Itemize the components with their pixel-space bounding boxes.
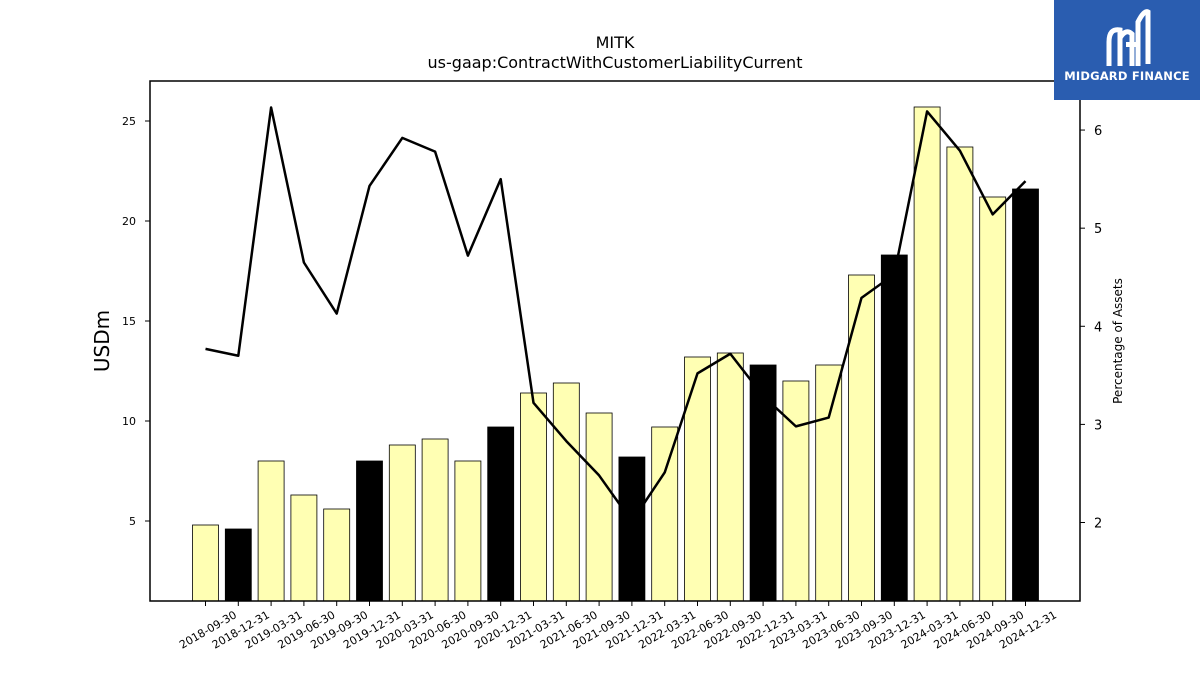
- y2-tick-label: 6: [1094, 124, 1102, 139]
- bar: [913, 106, 941, 602]
- bar: [848, 274, 875, 602]
- bar: [552, 382, 580, 602]
- bar: [290, 494, 318, 602]
- y-axis-label: USDm: [90, 310, 114, 372]
- chart-subtitle: us-gaap:ContractWithCustomerLiabilityCur…: [428, 53, 803, 72]
- logo-text: MIDGARD FINANCE: [1064, 69, 1190, 83]
- y-tick-label: 5: [129, 515, 136, 528]
- bar: [388, 444, 416, 602]
- plot-area: 510152025234562018-09-302018-12-312019-0…: [122, 106, 1102, 652]
- bar: [716, 352, 744, 602]
- y2-tick-label: 3: [1094, 418, 1102, 433]
- bar: [323, 508, 351, 602]
- bar: [421, 438, 449, 602]
- bar: [979, 196, 1007, 602]
- y2-tick-label: 2: [1094, 517, 1102, 532]
- bar: [454, 460, 482, 602]
- bar: [618, 456, 646, 602]
- bar: [520, 392, 547, 602]
- y-tick-label: 20: [122, 215, 136, 228]
- y-tick-label: 15: [122, 315, 136, 328]
- chart-title: MITK: [596, 33, 635, 52]
- plot-frame: [149, 80, 1081, 602]
- y2-tick-label: 4: [1094, 320, 1102, 335]
- bar: [946, 146, 974, 602]
- y2-axis-label: Percentage of Assets: [1111, 278, 1125, 404]
- bar: [192, 524, 219, 602]
- series-line: [205, 106, 1027, 523]
- bar: [749, 364, 777, 602]
- bar: [651, 426, 679, 602]
- bar: [257, 460, 285, 602]
- bar: [782, 380, 810, 602]
- bar: [684, 356, 711, 602]
- bar: [585, 412, 613, 602]
- bar: [487, 426, 515, 602]
- y-tick-label: 10: [122, 415, 136, 428]
- bar: [224, 528, 252, 602]
- y-tick-label: 25: [122, 115, 136, 128]
- bar: [1012, 188, 1039, 602]
- bar: [880, 254, 908, 602]
- bar: [815, 364, 843, 602]
- y2-tick-label: 5: [1094, 222, 1102, 237]
- logo-mark-icon: [1106, 9, 1151, 66]
- midgard-finance-logo: MIDGARD FINANCE: [1054, 0, 1200, 100]
- bar: [356, 460, 383, 602]
